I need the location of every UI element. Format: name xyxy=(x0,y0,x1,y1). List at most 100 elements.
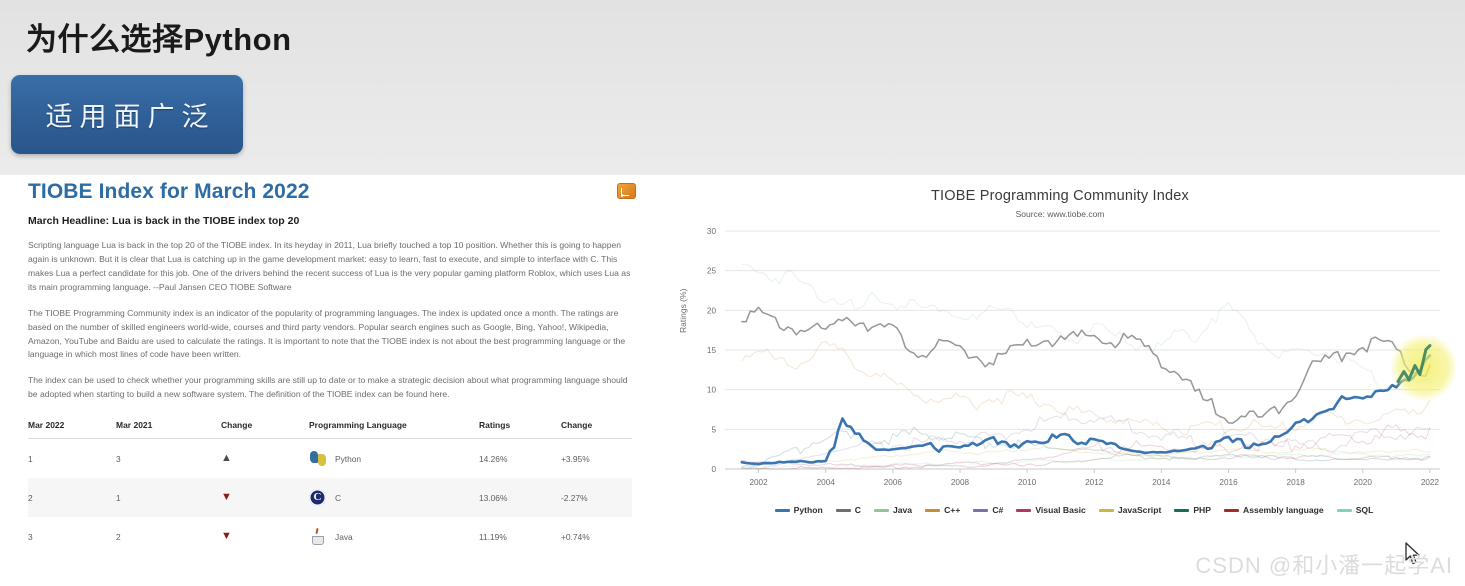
col-header-ratings[interactable]: Ratings xyxy=(479,416,561,440)
legend-item-c[interactable]: C xyxy=(835,505,861,515)
article-title: TIOBE Index for March 2022 xyxy=(28,180,310,203)
legend-swatch-icon xyxy=(835,508,851,512)
cell-change-arrow: ▼ xyxy=(221,517,309,556)
rss-icon[interactable] xyxy=(617,183,636,199)
language-name: C xyxy=(335,492,342,503)
legend-label: JavaScript xyxy=(1117,505,1162,515)
legend-label: C# xyxy=(992,505,1004,515)
legend-swatch-icon xyxy=(1336,508,1352,512)
language-name: Python xyxy=(335,453,362,464)
col-header-mar-2021[interactable]: Mar 2021 xyxy=(116,416,221,440)
legend-swatch-icon xyxy=(1016,508,1032,512)
cell-rank-2022: 2 xyxy=(28,492,33,503)
chart-plot-area: Ratings (%) 0 5 10 15 20 25 30 2002 2004 2006 2008… xyxy=(665,225,1455,493)
col-header-language[interactable]: Programming Language xyxy=(309,416,479,440)
cell-change-pct: -2.27% xyxy=(561,492,588,503)
article-paragraph-3-text: The index can be used to check whether y… xyxy=(28,375,628,400)
legend-item-assembly-language[interactable]: Assembly language xyxy=(1223,505,1324,515)
svg-text:5: 5 xyxy=(711,425,716,434)
legend-label: Assembly language xyxy=(1242,505,1324,515)
svg-text:2016: 2016 xyxy=(1219,478,1238,487)
svg-text:10: 10 xyxy=(707,386,717,395)
watermark: CSDN @和小潘一起学AI xyxy=(1195,553,1453,578)
cell-rank-2022: 3 xyxy=(28,531,33,542)
legend-item-python[interactable]: Python xyxy=(774,505,823,515)
cell-ratings: 14.26% xyxy=(479,453,508,464)
svg-text:2014: 2014 xyxy=(1152,478,1171,487)
table-row[interactable]: 2 1 ▼ C C 13.06% -2.27% xyxy=(28,478,632,518)
article-paragraph-1: Scripting language Lua is back in the to… xyxy=(28,240,631,292)
legend-label: C++ xyxy=(944,505,961,515)
article-headline: March Headline: Lua is back in the TIOBE… xyxy=(28,215,300,227)
legend-swatch-icon xyxy=(925,508,941,512)
chart-subtitle: Source: www.tiobe.com xyxy=(1015,209,1105,219)
svg-text:30: 30 xyxy=(707,227,717,236)
legend-item-c-[interactable]: C++ xyxy=(925,505,960,515)
table-row[interactable]: 1 3 ▲ Python 14.26% +3.95% xyxy=(28,439,632,479)
content-panel: TIOBE Index for March 2022 March Headlin… xyxy=(0,175,1465,586)
svg-text:2012: 2012 xyxy=(1085,478,1104,487)
legend-item-sql[interactable]: SQL xyxy=(1336,505,1374,515)
language-name: Java xyxy=(335,531,353,542)
cell-ratings: 11.19% xyxy=(479,531,507,542)
svg-text:2008: 2008 xyxy=(951,478,970,487)
legend-swatch-icon xyxy=(1223,508,1239,512)
article-paragraph-2: The TIOBE Programming Community index is… xyxy=(28,307,626,360)
svg-text:2020: 2020 xyxy=(1354,478,1373,487)
legend-swatch-icon xyxy=(1098,508,1114,512)
table-row[interactable]: 3 2 ▼ Java 11.19% +0.74% xyxy=(28,517,632,556)
cell-rank-2021: 1 xyxy=(116,492,121,503)
cell-change-pct: +0.74% xyxy=(561,531,590,542)
cell-rank-2021: 2 xyxy=(116,531,121,542)
legend-label: Visual Basic xyxy=(1035,505,1086,515)
legend-item-visual-basic[interactable]: Visual Basic xyxy=(1016,505,1086,515)
legend-label: PHP xyxy=(1193,505,1211,515)
tiobe-ranking-table: Mar 2022 Mar 2021 Change Programming Lan… xyxy=(28,416,632,556)
legend-label: SQL xyxy=(1355,505,1374,515)
c-logo-icon: C xyxy=(309,489,326,507)
status-badge: 适用面广泛 xyxy=(11,75,243,154)
cell-rank-2021: 3 xyxy=(116,453,121,464)
col-header-change[interactable]: Change xyxy=(221,416,309,440)
legend-item-php[interactable]: PHP xyxy=(1174,505,1211,515)
article-header: TIOBE Index for March 2022 xyxy=(28,180,636,214)
svg-text:2022: 2022 xyxy=(1421,478,1440,487)
svg-text:2004: 2004 xyxy=(817,478,836,487)
col-header-mar-2022[interactable]: Mar 2022 xyxy=(28,416,116,440)
svg-text:20: 20 xyxy=(707,306,717,315)
python-logo-icon xyxy=(309,450,326,467)
legend-label: Java xyxy=(892,505,913,515)
svg-text:2006: 2006 xyxy=(884,478,903,487)
cell-change-arrow: ▼ xyxy=(221,478,309,517)
tiobe-chart: TIOBE Programming Community Index Source… xyxy=(665,175,1455,535)
cell-ratings: 13.06% xyxy=(479,492,508,503)
legend-label: C xyxy=(854,505,861,515)
legend-item-c-[interactable]: C# xyxy=(973,505,1003,515)
badge-label: 适用面广泛 xyxy=(45,102,216,132)
java-logo-icon xyxy=(309,528,326,546)
chart-svg: 0 5 10 15 20 25 30 2002 2004 2006 2008 2010 2012 2014… xyxy=(707,227,1455,487)
legend-item-javascript[interactable]: JavaScript xyxy=(1098,505,1162,515)
legend-label: Python xyxy=(793,505,823,515)
svg-text:2018: 2018 xyxy=(1287,478,1306,487)
svg-text:2002: 2002 xyxy=(749,478,768,487)
cell-language: Python xyxy=(309,439,479,479)
col-header-change-pct[interactable]: Change xyxy=(561,416,632,440)
cell-language: Java xyxy=(309,517,479,556)
page-title: 为什么选择Python xyxy=(26,22,292,57)
cell-rank-2022: 1 xyxy=(28,453,33,464)
chart-title: TIOBE Programming Community Index xyxy=(930,188,1189,204)
legend-swatch-icon xyxy=(774,508,790,512)
arrow-down-icon: ▼ xyxy=(221,491,232,504)
article-paragraph-3: The index can be used to check whether y… xyxy=(28,374,635,402)
svg-text:2010: 2010 xyxy=(1018,478,1037,487)
legend-swatch-icon xyxy=(973,508,989,512)
mouse-cursor-icon xyxy=(1405,542,1420,565)
legend-swatch-icon xyxy=(873,508,889,512)
legend-swatch-icon xyxy=(1174,508,1190,512)
svg-text:0: 0 xyxy=(711,465,716,474)
arrow-down-icon: ▼ xyxy=(221,530,232,543)
chart-legend: Python C Java C++ C# Visual Basic JavaScript PH… xyxy=(665,505,1455,515)
legend-item-java[interactable]: Java xyxy=(873,505,913,515)
tiobe-article: TIOBE Index for March 2022 March Headlin… xyxy=(28,180,636,556)
